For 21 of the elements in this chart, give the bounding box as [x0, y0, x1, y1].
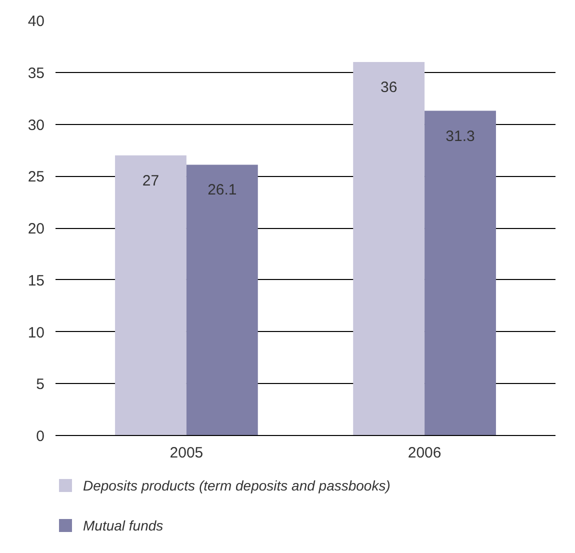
bar: [424, 110, 496, 436]
y-tick-label: 35: [28, 64, 45, 82]
y-tick-label: 10: [28, 324, 45, 342]
data-label: 31.3: [446, 128, 475, 145]
bar: [115, 155, 186, 436]
y-tick-label: 0: [36, 428, 44, 445]
data-label: 26.1: [208, 182, 237, 199]
y-tick-label: 25: [28, 168, 45, 186]
data-label: 36: [380, 79, 398, 96]
bar: [353, 62, 425, 436]
legend-label: Mutual funds: [83, 518, 164, 534]
bar: [186, 164, 258, 436]
y-tick-label: 20: [28, 220, 45, 238]
y-tick-label: 15: [28, 272, 45, 290]
x-tick-label: 2006: [408, 444, 442, 462]
legend-label: Deposits products (term deposits and passbooks): [83, 478, 390, 494]
y-tick-label: 5: [36, 376, 44, 394]
data-label: 27: [142, 172, 160, 190]
y-tick-label: 30: [28, 116, 45, 134]
y-tick-label: 40: [28, 13, 45, 30]
x-tick-label: 2005: [170, 444, 204, 462]
